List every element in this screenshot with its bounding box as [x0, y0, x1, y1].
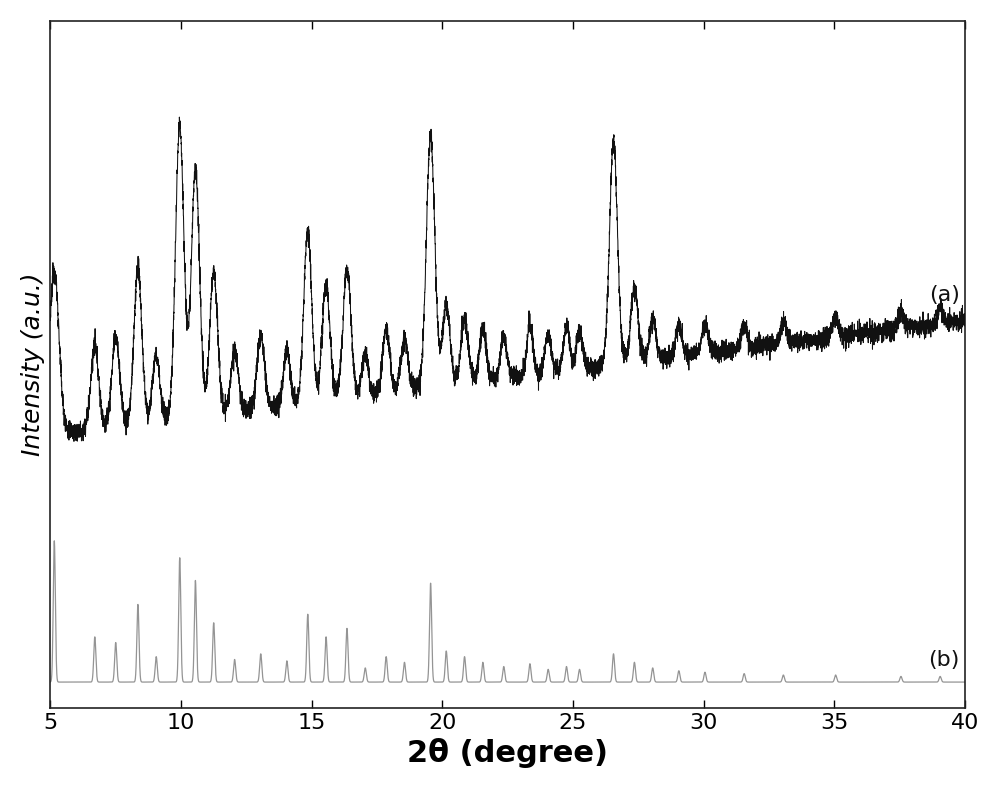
Text: (a): (a) — [929, 285, 960, 305]
Text: (b): (b) — [928, 650, 960, 671]
Y-axis label: Intensity (a.u.): Intensity (a.u.) — [21, 272, 45, 456]
X-axis label: 2θ (degree): 2θ (degree) — [407, 739, 608, 768]
